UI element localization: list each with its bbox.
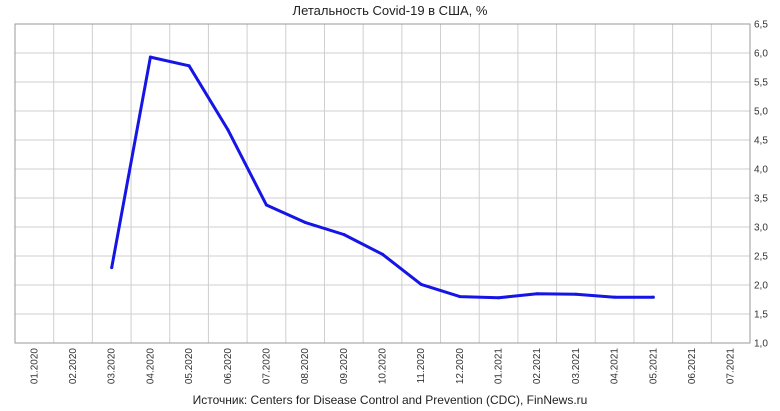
x-tick-label: 06.2021	[687, 348, 698, 385]
data-point	[303, 220, 307, 224]
x-tick-label: 06.2020	[223, 348, 234, 385]
x-tick-label: 07.2021	[726, 348, 737, 385]
y-tick-label: 6,0	[754, 49, 768, 60]
chart-source: Источник: Centers for Disease Control an…	[192, 393, 588, 407]
y-tick-label: 3,0	[754, 223, 768, 234]
x-axis-ticks: 01.2020 02.2020 03.2020 04.2020 05.2020 06.20…	[29, 348, 736, 385]
y-tick-label: 1,5	[754, 310, 768, 321]
x-tick-label: 12.2020	[455, 348, 466, 385]
data-point	[651, 295, 655, 299]
y-tick-label: 5,0	[754, 107, 768, 118]
data-point	[187, 64, 191, 68]
data-point	[148, 55, 152, 59]
y-tick-label: 2,0	[754, 281, 768, 292]
series-line	[110, 55, 655, 300]
y-tick-label: 1,0	[754, 339, 768, 350]
x-tick-label: 02.2020	[68, 348, 79, 385]
x-tick-label: 09.2020	[339, 348, 350, 385]
y-tick-label: 4,0	[754, 165, 768, 176]
x-tick-label: 01.2020	[29, 348, 40, 385]
chart-title: Летальность Covid-19 в США, %	[292, 3, 488, 18]
data-point	[458, 295, 462, 299]
x-tick-label: 04.2021	[610, 348, 621, 385]
x-tick-label: 08.2020	[300, 348, 311, 385]
data-point	[613, 295, 617, 299]
y-tick-label: 4,5	[754, 136, 768, 147]
data-point	[226, 128, 230, 132]
plot-frame	[14, 23, 751, 344]
data-point	[381, 252, 384, 256]
data-point	[497, 296, 501, 300]
x-tick-label: 05.2021	[648, 348, 659, 385]
x-tick-label: 11.2020	[416, 348, 427, 384]
x-tick-label: 04.2020	[145, 348, 156, 385]
x-tick-label: 05.2020	[184, 348, 195, 385]
x-tick-label: 01.2021	[494, 348, 505, 385]
x-tick-label: 03.2021	[571, 348, 582, 385]
data-point	[535, 292, 539, 296]
data-point	[574, 292, 578, 296]
y-axis-ticks: 1,0 1,5 2,0 2,5 3,0 3,5 4,0 4,5 5,0 5,5 6,0 6,5	[754, 20, 768, 350]
series-layer	[110, 55, 655, 300]
y-tick-label: 6,5	[754, 20, 768, 31]
y-tick-label: 2,5	[754, 252, 768, 263]
x-tick-label: 02.2021	[532, 348, 543, 385]
y-tick-label: 3,5	[754, 194, 768, 205]
data-point	[110, 266, 114, 270]
data-point	[264, 203, 268, 207]
data-point	[342, 233, 346, 237]
x-tick-label: 07.2020	[261, 348, 272, 385]
grid	[15, 23, 750, 344]
x-tick-label: 10.2020	[378, 348, 389, 385]
data-point	[419, 282, 423, 286]
y-tick-label: 5,5	[754, 78, 768, 89]
x-tick-label: 03.2020	[107, 348, 118, 385]
